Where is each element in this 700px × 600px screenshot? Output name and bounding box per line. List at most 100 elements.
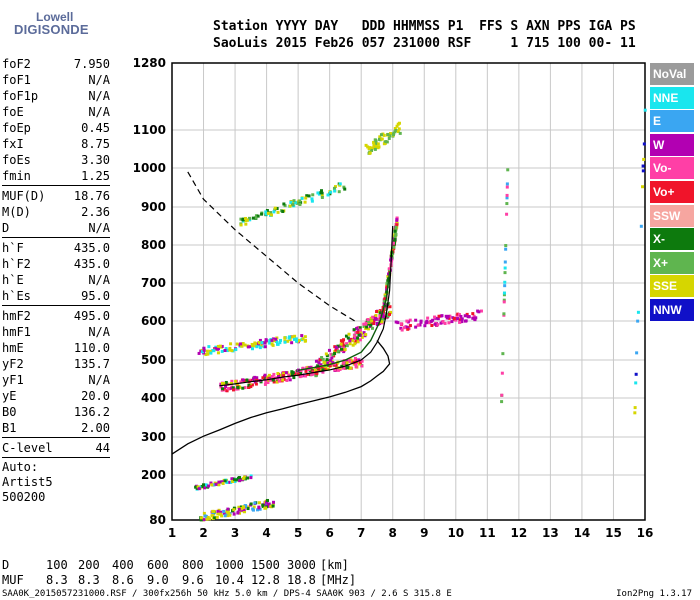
echo-point bbox=[253, 380, 257, 384]
legend-item-vo: Vo+ bbox=[650, 180, 694, 203]
echo-point bbox=[290, 372, 294, 376]
echo-point bbox=[377, 317, 381, 321]
param-row: yF2 135.7 bbox=[2, 356, 110, 372]
legend-item-x: X- bbox=[650, 228, 694, 251]
echo-point bbox=[265, 209, 269, 213]
echo-point bbox=[323, 361, 327, 365]
echo-point bbox=[223, 479, 227, 483]
d-value: 400 bbox=[112, 558, 134, 572]
echo-point bbox=[239, 342, 243, 346]
echo-point bbox=[502, 312, 506, 316]
echo-point bbox=[388, 267, 392, 271]
echo-point bbox=[202, 346, 206, 350]
echo-point bbox=[254, 214, 258, 218]
echo-point bbox=[270, 375, 274, 379]
echo-point bbox=[333, 189, 337, 193]
echo-point bbox=[345, 342, 349, 346]
legend-item-ssw: SSW bbox=[650, 204, 694, 227]
muf-value: 8.6 bbox=[112, 573, 134, 587]
echo-point bbox=[282, 202, 286, 206]
echo-point bbox=[473, 318, 477, 322]
echo-point bbox=[458, 320, 462, 324]
echo-point bbox=[500, 400, 504, 404]
echo-point bbox=[248, 216, 252, 220]
echo-point bbox=[393, 229, 397, 233]
param-value: 1.25 bbox=[81, 169, 110, 183]
echo-point bbox=[643, 108, 647, 112]
echo-point bbox=[476, 309, 480, 313]
echo-point bbox=[222, 509, 226, 513]
echo-point bbox=[439, 321, 443, 325]
echo-point bbox=[342, 350, 346, 354]
echo-point bbox=[360, 335, 364, 339]
echo-point bbox=[337, 190, 341, 194]
station-header: Station YYYY DAY DDD HHMMSS P1 FFS S AXN… bbox=[213, 18, 636, 52]
echo-point bbox=[287, 336, 291, 340]
echo-point bbox=[328, 364, 332, 368]
x-tick-label: 6 bbox=[325, 526, 333, 540]
echo-point bbox=[367, 147, 371, 151]
echo-point bbox=[206, 352, 210, 356]
echo-point bbox=[382, 142, 386, 146]
echo-point bbox=[338, 182, 342, 186]
echo-point bbox=[452, 316, 456, 320]
echo-point bbox=[233, 480, 237, 484]
echo-point bbox=[395, 124, 399, 128]
echo-point bbox=[348, 359, 352, 363]
param-key: fmin bbox=[2, 169, 31, 183]
echo-point bbox=[346, 365, 350, 369]
param-value: 435.0 bbox=[73, 257, 110, 271]
param-value: N/A bbox=[88, 105, 110, 119]
x-tick-label: 7 bbox=[357, 526, 365, 540]
echo-point bbox=[282, 377, 286, 381]
echo-point bbox=[370, 146, 374, 150]
echo-point bbox=[223, 349, 227, 353]
echo-point bbox=[358, 338, 362, 342]
echo-point bbox=[342, 338, 346, 342]
echo-point bbox=[311, 193, 315, 197]
auto-version: 500200 bbox=[2, 490, 46, 504]
echo-point bbox=[369, 323, 373, 327]
echo-point bbox=[229, 342, 233, 346]
echo-point bbox=[216, 344, 220, 348]
echo-point bbox=[456, 312, 460, 316]
echo-point bbox=[265, 500, 269, 504]
muf-value: 10.4 bbox=[215, 573, 244, 587]
d-label: D bbox=[2, 558, 10, 572]
param-row: B0 136.2 bbox=[2, 404, 110, 420]
echo-point bbox=[347, 332, 351, 336]
version-label: Ion2Png 1.3.17 bbox=[616, 589, 692, 599]
echo-point bbox=[228, 346, 232, 350]
echo-point bbox=[506, 168, 510, 172]
echo-point bbox=[367, 322, 371, 326]
echo-point bbox=[310, 373, 314, 377]
echo-point bbox=[464, 319, 468, 323]
echo-point bbox=[220, 480, 224, 484]
echo-point bbox=[262, 375, 266, 379]
muf-value: [MHz] bbox=[320, 573, 357, 587]
echo-point bbox=[272, 210, 276, 214]
echo-point bbox=[503, 284, 507, 288]
echo-point bbox=[224, 385, 228, 389]
param-value: 95.0 bbox=[81, 289, 110, 303]
echo-point bbox=[220, 514, 224, 518]
param-key: C-level bbox=[2, 441, 53, 455]
echo-point bbox=[428, 321, 432, 325]
echo-point bbox=[381, 315, 385, 319]
echo-point bbox=[307, 194, 311, 198]
x-trace-curve bbox=[297, 271, 391, 371]
echo-point bbox=[249, 476, 253, 480]
echo-point bbox=[505, 212, 509, 216]
echo-point bbox=[224, 380, 228, 384]
echo-point bbox=[303, 335, 307, 339]
echo-point bbox=[635, 351, 639, 355]
echo-point bbox=[391, 241, 395, 245]
echo-point bbox=[250, 347, 254, 351]
param-row: C-level 44 bbox=[2, 440, 110, 456]
echo-point bbox=[406, 327, 410, 331]
param-key: hmE bbox=[2, 341, 24, 355]
echo-point bbox=[292, 199, 296, 203]
echo-point bbox=[636, 310, 640, 314]
echo-point bbox=[323, 366, 327, 370]
echo-point bbox=[390, 252, 394, 256]
